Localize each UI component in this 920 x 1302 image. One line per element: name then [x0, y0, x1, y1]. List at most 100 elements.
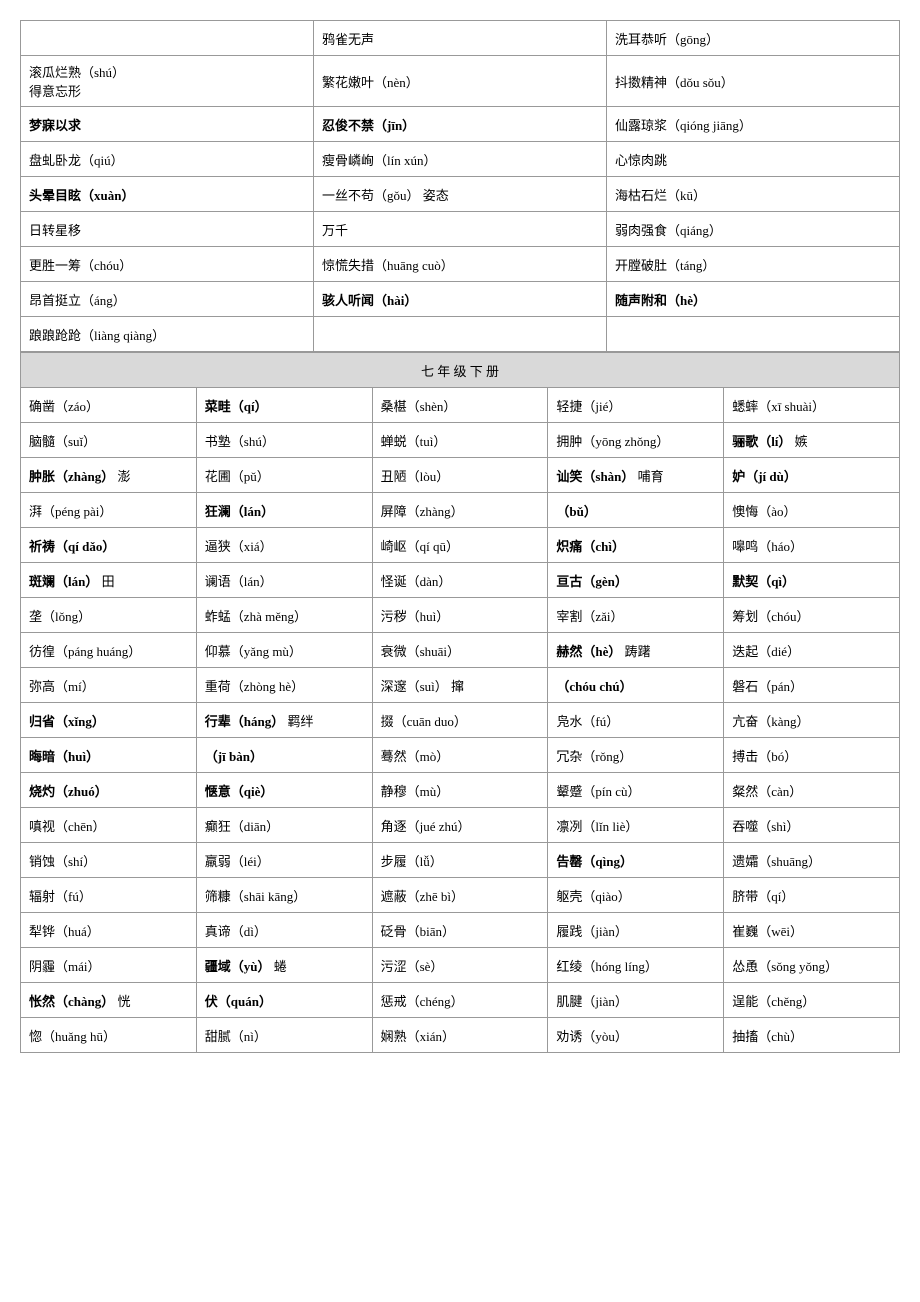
vocab-cell: 粲然（càn） — [724, 773, 900, 808]
vocab-cell: 污秽（huì） — [372, 598, 548, 633]
vocab-cell: 抖擞精神（dǒu sǒu） — [607, 56, 900, 107]
vocab-cell: 更胜一筹（chóu） — [21, 247, 314, 282]
vocab-cell: 红绫（hóng líng） — [548, 948, 724, 983]
vocab-cell: 宰割（zǎi） — [548, 598, 724, 633]
vocab-cell: 磐石（pán） — [724, 668, 900, 703]
vocab-cell: 忍俊不禁（jīn） — [314, 107, 607, 142]
vocab-cell: （jī bàn） — [196, 738, 372, 773]
vocab-cell: （chóu chú） — [548, 668, 724, 703]
vocab-cell: 辐射（fú） — [21, 878, 197, 913]
section-header: 七 年 级 下 册 — [21, 353, 900, 388]
vocab-cell: 斑斓（lán） 田 — [21, 563, 197, 598]
vocab-cell: 怪诞（dàn） — [372, 563, 548, 598]
vocab-cell: 搏击（bó） — [724, 738, 900, 773]
vocab-cell: 逞能（chěng） — [724, 983, 900, 1018]
vocab-cell: 甜腻（nì） — [196, 1018, 372, 1053]
vocab-cell: 滚瓜烂熟（shú）得意忘形 — [21, 56, 314, 107]
vocab-cell: 筛糠（shāi kāng） — [196, 878, 372, 913]
vocab-cell: 履践（jiàn） — [548, 913, 724, 948]
vocab-cell: 骇人听闻（hài） — [314, 282, 607, 317]
vocab-cell: 掇（cuān duo） — [372, 703, 548, 738]
vocab-cell: 赫然（hè） 踌躇 — [548, 633, 724, 668]
vocab-cell: 颦蹙（pín cù） — [548, 773, 724, 808]
vocab-cell: 拥肿（yōng zhǒng） — [548, 423, 724, 458]
vocab-cell: 炽痛（chì） — [548, 528, 724, 563]
vocab-cell: 屏障（zhàng） — [372, 493, 548, 528]
vocab-cell: 疆域（yù） 蜷 — [196, 948, 372, 983]
vocab-cell: 脐带（qí） — [724, 878, 900, 913]
vocab-cell: 彷徨（páng huáng） — [21, 633, 197, 668]
vocab-cell: 羸弱（léi） — [196, 843, 372, 878]
vocab-cell: 亢奋（kàng） — [724, 703, 900, 738]
vocab-cell: 蝉蜕（tuì） — [372, 423, 548, 458]
vocab-cell: 角逐（jué zhú） — [372, 808, 548, 843]
vocab-cell: 冗杂（rǒng） — [548, 738, 724, 773]
vocab-cell: 确凿（záo） — [21, 388, 197, 423]
vocab-cell: 默契（qì） — [724, 563, 900, 598]
vocab-cell: 遗孀（shuāng） — [724, 843, 900, 878]
vocab-cell: 娴熟（xián） — [372, 1018, 548, 1053]
vocab-cell: 肿胀（zhàng） 澎 — [21, 458, 197, 493]
vocab-cell: 衰微（shuāi） — [372, 633, 548, 668]
vocab-cell: 梦寐以求 — [21, 107, 314, 142]
vocab-cell: 懊悔（ào） — [724, 493, 900, 528]
vocab-cell: 晦暗（huì） — [21, 738, 197, 773]
vocab-cell: 骊歌（lí） 嫉 — [724, 423, 900, 458]
vocab-cell: 头晕目眩（xuàn） — [21, 177, 314, 212]
vocab-cell: 蓦然（mò） — [372, 738, 548, 773]
vocabulary-table-2: 七 年 级 下 册 确凿（záo）菜畦（qí）桑椹（shèn）轻捷（jié）蟋蟀… — [20, 352, 900, 1053]
vocab-cell: 脑髓（suǐ） — [21, 423, 197, 458]
vocab-cell: 书塾（shú） — [196, 423, 372, 458]
vocab-cell: 惬意（qiè） — [196, 773, 372, 808]
vocab-cell: 惩戒（chéng） — [372, 983, 548, 1018]
vocab-cell: 昂首挺立（áng） — [21, 282, 314, 317]
vocab-cell: 吞噬（shì） — [724, 808, 900, 843]
vocab-cell: 菜畦（qí） — [196, 388, 372, 423]
vocab-cell: 真谛（dì） — [196, 913, 372, 948]
vocab-cell: 逼狭（xiá） — [196, 528, 372, 563]
vocab-cell: 深邃（suì） 撺 — [372, 668, 548, 703]
vocab-cell: 劝诱（yòu） — [548, 1018, 724, 1053]
vocab-cell — [21, 21, 314, 56]
vocab-cell: 伏（quán） — [196, 983, 372, 1018]
vocab-cell: 迭起（dié） — [724, 633, 900, 668]
vocab-cell: 崔巍（wēi） — [724, 913, 900, 948]
vocab-cell: 筹划（chóu） — [724, 598, 900, 633]
vocab-cell: 怅然（chàng） 恍 — [21, 983, 197, 1018]
vocab-cell: 谰语（lán） — [196, 563, 372, 598]
vocab-cell: 弥高（mí） — [21, 668, 197, 703]
vocab-cell — [607, 317, 900, 352]
vocab-cell: 盘虬卧龙（qiú） — [21, 142, 314, 177]
vocab-cell: 瘦骨嶙峋（lín xún） — [314, 142, 607, 177]
vocab-cell: 讪笑（shàn） 哺育 — [548, 458, 724, 493]
vocab-cell: 蚱蜢（zhà měng） — [196, 598, 372, 633]
vocabulary-table-1: 鸦雀无声洗耳恭听（gōng）滚瓜烂熟（shú）得意忘形繁花嫩叶（nèn）抖擞精神… — [20, 20, 900, 352]
vocab-cell: 崎岖（qí qū） — [372, 528, 548, 563]
vocab-cell: 桑椹（shèn） — [372, 388, 548, 423]
vocab-cell: 仙露琼浆（qióng jiāng） — [607, 107, 900, 142]
vocab-cell: 蟋蟀（xī shuài） — [724, 388, 900, 423]
vocab-cell: 开膛破肚（táng） — [607, 247, 900, 282]
vocab-cell: 日转星移 — [21, 212, 314, 247]
vocab-cell: 仰慕（yǎng mù） — [196, 633, 372, 668]
vocab-cell: 万千 — [314, 212, 607, 247]
vocab-cell: 砭骨（biān） — [372, 913, 548, 948]
vocab-cell: 告罄（qìng） — [548, 843, 724, 878]
vocab-cell: 凛冽（lǐn liè） — [548, 808, 724, 843]
vocab-cell: 亘古（gèn） — [548, 563, 724, 598]
vocab-cell: 踉踉跄跄（liàng qiàng） — [21, 317, 314, 352]
vocab-cell: 垄（lǒng） — [21, 598, 197, 633]
vocab-cell: 嗥鸣（háo） — [724, 528, 900, 563]
vocab-cell: 轻捷（jié） — [548, 388, 724, 423]
vocab-cell: 丑陋（lòu） — [372, 458, 548, 493]
vocab-cell: 步履（lǚ） — [372, 843, 548, 878]
vocab-cell: 烧灼（zhuó） — [21, 773, 197, 808]
vocab-cell: 湃（péng pài） — [21, 493, 197, 528]
vocab-cell: 怂恿（sǒng yǒng） — [724, 948, 900, 983]
vocab-cell: 遮蔽（zhē bì） — [372, 878, 548, 913]
vocab-cell: 销蚀（shí） — [21, 843, 197, 878]
vocab-cell: 花圃（pǔ） — [196, 458, 372, 493]
vocab-cell: 抽搐（chù） — [724, 1018, 900, 1053]
vocab-cell: 犁铧（huá） — [21, 913, 197, 948]
vocab-cell: 弱肉强食（qiáng） — [607, 212, 900, 247]
